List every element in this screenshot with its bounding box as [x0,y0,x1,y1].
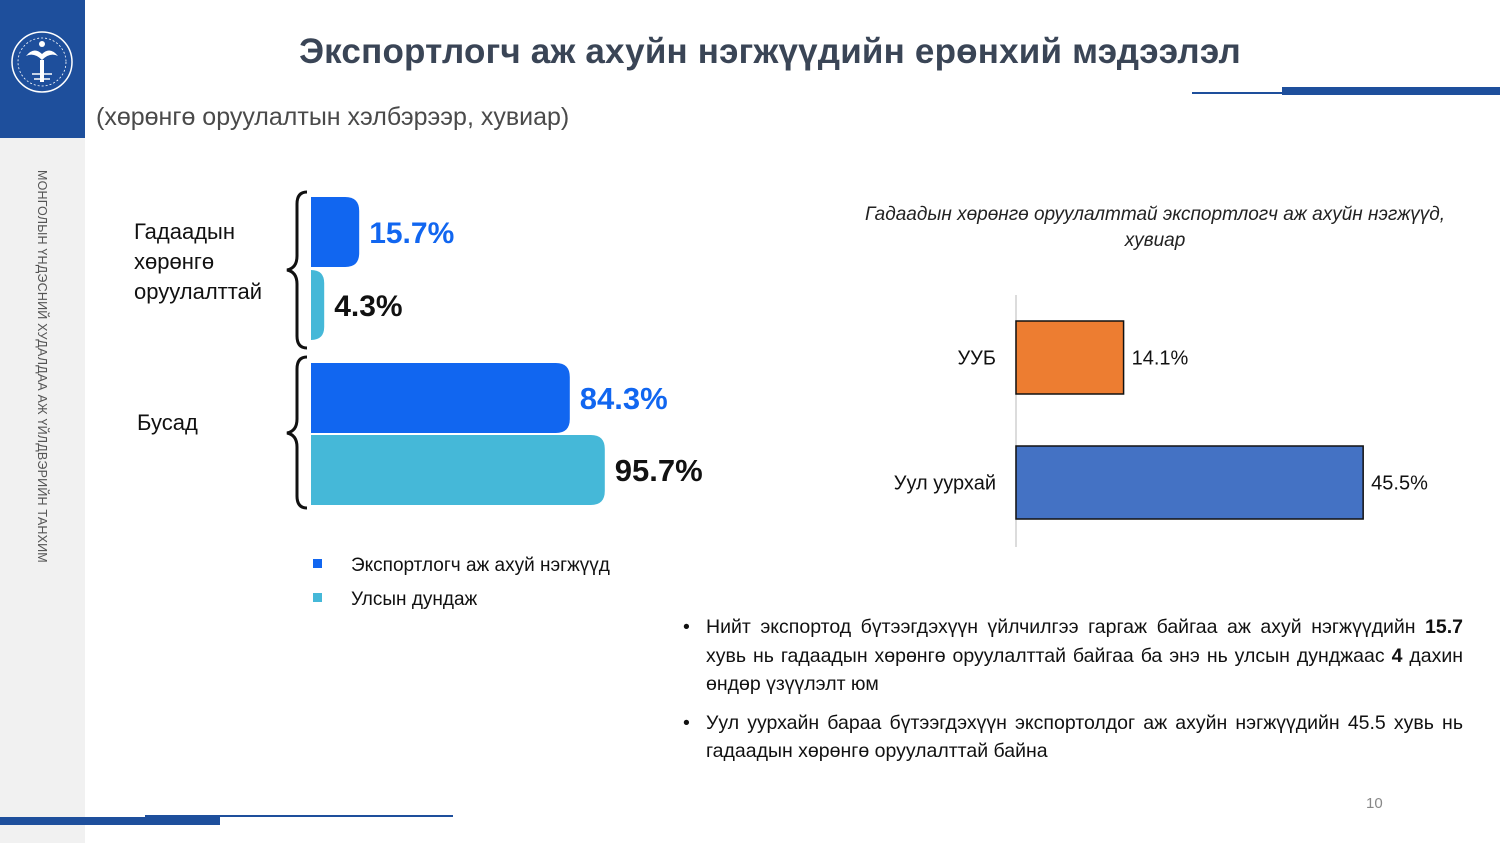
bar-data-label: 14.1% [1132,348,1189,370]
bar-national-average [311,270,325,340]
category-label-line: Гадаадын [134,219,236,244]
chamber-emblem-icon [11,31,73,93]
right-chart: УУБ 14.1% Уул уурхай 45.5% [894,295,1428,547]
bullet-highlight-value: 4 [1391,644,1403,667]
category-tick-label: УУБ [957,348,996,370]
bullet-dot-icon: • [683,711,690,734]
bullet-text-part: хувь нь гадаадын хөрөнгө оруулалттай бай… [706,644,1392,667]
bullet-item: • Нийт экспортод бүтээгдэхүүн үйлчилгээ … [683,613,1463,699]
category-label-line: Бусад [137,410,198,435]
category-label-line: хөрөнгө [134,249,215,274]
page-subtitle: (хөрөнгө оруулалтын хэлбэрээр, хувиар) [96,103,570,131]
bar-data-label: 84.3% [580,381,668,416]
page-number: 10 [1366,795,1383,812]
bar-data-label: 4.3% [334,290,402,323]
footer-rule-accent [0,817,220,825]
category-label-line: оруулалттай [134,279,263,304]
bar-exporters [311,197,360,267]
key-findings: • Нийт экспортод бүтээгдэхүүн үйлчилгээ … [683,613,1463,776]
bullet-text: Уул уурхайн бараа бүтээгдэхүүн экспортол… [706,712,1463,763]
legend-swatch [313,559,322,568]
bar-data-label: 45.5% [1371,473,1428,495]
bullet-text-part: Нийт экспортод бүтээгдэхүүн үйлчилгээ га… [706,616,1426,638]
side-band [0,0,85,843]
bullet-text-part: Уул уурхайн бараа бүтээгдэхүүн экспортол… [706,711,1463,763]
bullet-text-part: дахин өндөр үзүүлэлт юм [706,644,1463,696]
bar-national-average [311,435,605,505]
bar-data-label: 95.7% [615,453,703,488]
legend-swatch [313,593,322,602]
legend-label: Экспортлогч аж ахуй нэгжүүд [351,555,610,576]
left-brace-foreign [286,190,308,350]
bar-data-label: 15.7% [369,217,454,250]
left-chart-category-label-foreign: Гадаадын хөрөнгө оруулалттай [134,217,262,307]
category-tick-label: Уул уурхай [894,473,996,495]
footer-rule [145,815,453,817]
side-organization-name: МОНГОЛЫН ҮНДЭСНИЙ ХУДАЛДАА АЖ ҮЙЛДВЭРИЙН… [35,170,49,563]
legend-label: Улсын дундаж [351,589,478,610]
bullet-dot-icon: • [683,616,690,638]
left-brace-other [286,355,308,510]
left-chart: 15.7% 84.3% 4.3% 95.7% [311,197,703,505]
title-underline-accent [1282,87,1500,95]
bar-ulaanbaatar [1015,320,1125,395]
bullet-item: • Уул уурхайн бараа бүтээгдэхүүн экспорт… [683,709,1463,766]
bullet-highlight-value: 15.7 [1425,616,1463,638]
bar-exporters [311,363,570,433]
chamber-logo [0,0,85,138]
bar-mining [1015,445,1364,520]
page-title: Экспортлогч аж ахуйн нэгжүүдийн ерөнхий … [299,32,1241,71]
bullet-text: Нийт экспортод бүтээгдэхүүн үйлчилгээ га… [706,616,1463,695]
right-chart-title: Гадаадын хөрөнгө оруулалттай экспортлогч… [864,204,1446,251]
left-chart-category-label-other: Бусад [137,408,198,438]
